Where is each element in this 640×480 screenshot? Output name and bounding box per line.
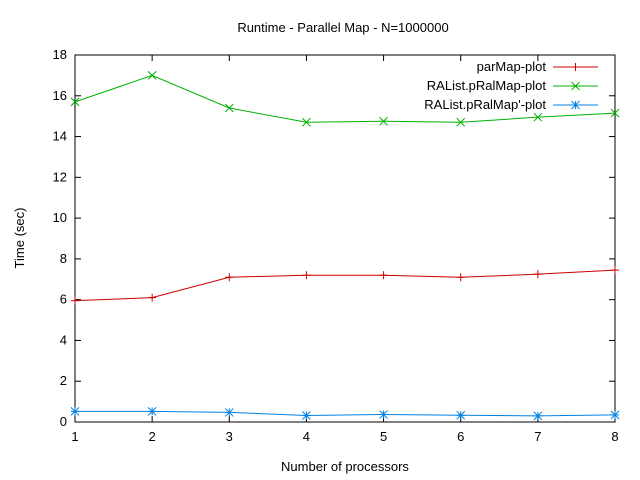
- data-point: [148, 293, 157, 302]
- legend-marker: [571, 100, 580, 110]
- data-point: [611, 266, 619, 275]
- x-axis-label: Number of processors: [281, 459, 409, 474]
- data-point: [302, 117, 311, 127]
- y-tick-label: 0: [60, 414, 67, 429]
- y-tick-label: 18: [53, 47, 67, 62]
- y-tick-label: 14: [53, 129, 67, 144]
- x-axis: 1 2 3 4 5 6 7 8: [71, 55, 619, 444]
- y-axis: 0 2 4 6 8 10 12 14 16 18: [53, 47, 615, 429]
- data-point: [379, 116, 388, 126]
- data-point: [533, 411, 543, 421]
- data-point: [302, 271, 311, 280]
- legend: parMap-plot RAList.pRalMap-plot RAList.pRa…: [424, 59, 598, 112]
- x-tick-label: 7: [534, 429, 541, 444]
- x-tick-label: 4: [303, 429, 310, 444]
- x-tick-label: 5: [380, 429, 387, 444]
- x-tick-label: 8: [611, 429, 618, 444]
- series-line: [74, 74, 616, 123]
- legend-marker: [571, 63, 580, 71]
- data-point: [610, 108, 620, 118]
- series-line: [74, 269, 616, 302]
- legend-label: parMap-plot: [477, 59, 547, 74]
- legend-item: RAList.pRalMap-plot: [427, 78, 598, 93]
- data-point: [456, 410, 466, 420]
- legend-label: RAList.pRalMap'-plot: [424, 97, 546, 112]
- chart-title: Runtime - Parallel Map - N=1000000: [237, 20, 448, 35]
- data-point: [379, 410, 388, 419]
- y-tick-label: 12: [53, 169, 67, 184]
- data-point: [224, 408, 234, 417]
- y-tick-label: 4: [60, 332, 67, 347]
- y-tick-label: 8: [60, 251, 67, 266]
- series-line: [75, 410, 616, 417]
- series-2: [70, 407, 620, 421]
- x-tick-label: 6: [457, 429, 464, 444]
- x-tick-label: 2: [149, 429, 156, 444]
- data-point: [224, 103, 234, 113]
- series-layer: [70, 71, 620, 421]
- data-point: [71, 296, 79, 305]
- y-tick-label: 2: [60, 373, 67, 388]
- series-0: [71, 266, 619, 305]
- data-point: [379, 271, 388, 280]
- y-tick-label: 6: [60, 292, 67, 307]
- x-tick-label: 3: [226, 429, 233, 444]
- y-axis-label: Time (sec): [12, 208, 27, 269]
- data-point: [147, 407, 157, 416]
- data-point: [533, 112, 543, 122]
- plot-frame: [74, 54, 616, 423]
- data-point: [225, 273, 234, 282]
- legend-item: parMap-plot: [477, 59, 598, 74]
- data-point: [533, 270, 542, 279]
- legend-item: RAList.pRalMap'-plot: [424, 97, 598, 112]
- legend-marker: [571, 81, 580, 91]
- y-tick-label: 10: [53, 210, 67, 225]
- data-point: [610, 410, 620, 420]
- data-point: [456, 273, 465, 282]
- y-tick-label: 16: [53, 88, 67, 103]
- legend-label: RAList.pRalMap-plot: [427, 78, 547, 93]
- data-point: [302, 411, 311, 420]
- data-point: [70, 407, 80, 416]
- data-point: [456, 117, 466, 127]
- x-tick-label: 1: [71, 429, 78, 444]
- data-point: [70, 97, 80, 107]
- data-point: [147, 71, 157, 80]
- series-1: [70, 71, 620, 127]
